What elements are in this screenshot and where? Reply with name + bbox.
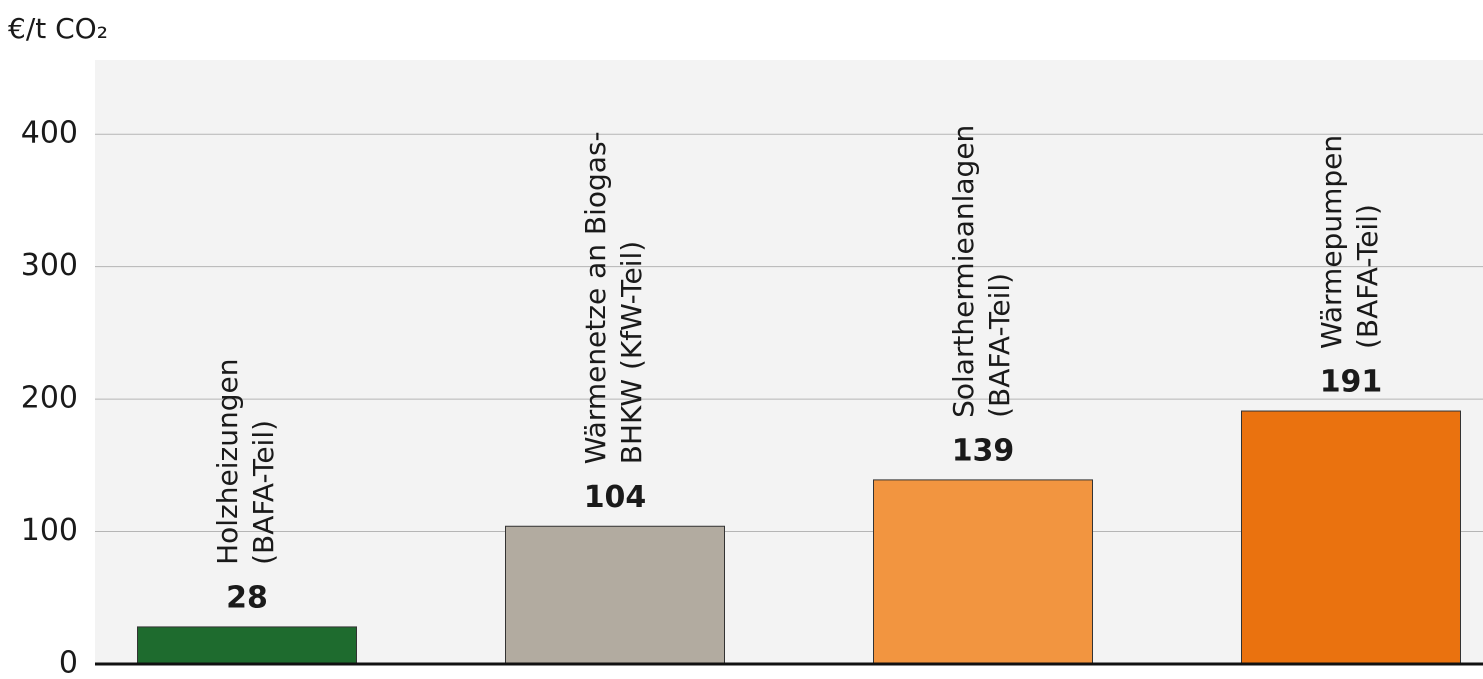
y-axis-label: €/t CO₂: [8, 12, 108, 45]
category-label: (BAFA-Teil): [983, 273, 1016, 418]
value-label: 104: [584, 480, 647, 515]
y-tick-label: 200: [21, 381, 78, 416]
category-label: Solarthermieanlagen: [947, 125, 980, 418]
y-tick-label: 400: [21, 116, 78, 151]
category-label: Wärmepumpen: [1315, 135, 1348, 349]
y-tick-label: 300: [21, 248, 78, 283]
category-label: Holzheizungen: [211, 359, 244, 565]
y-tick-label: 100: [21, 513, 78, 548]
category-label: (BAFA-Teil): [1351, 204, 1384, 349]
value-label: 139: [952, 433, 1015, 468]
bar: [505, 525, 725, 665]
y-tick-label: 0: [59, 646, 78, 679]
category-label: BHKW (KfW-Teil): [615, 241, 648, 465]
category-label: Wärmenetze an Biogas-: [579, 131, 612, 464]
bar: [1241, 410, 1461, 665]
value-label: 28: [226, 580, 268, 615]
category-label: (BAFA-Teil): [247, 420, 280, 565]
bar: [137, 626, 357, 665]
value-label: 191: [1320, 365, 1383, 400]
bar: [873, 479, 1093, 665]
